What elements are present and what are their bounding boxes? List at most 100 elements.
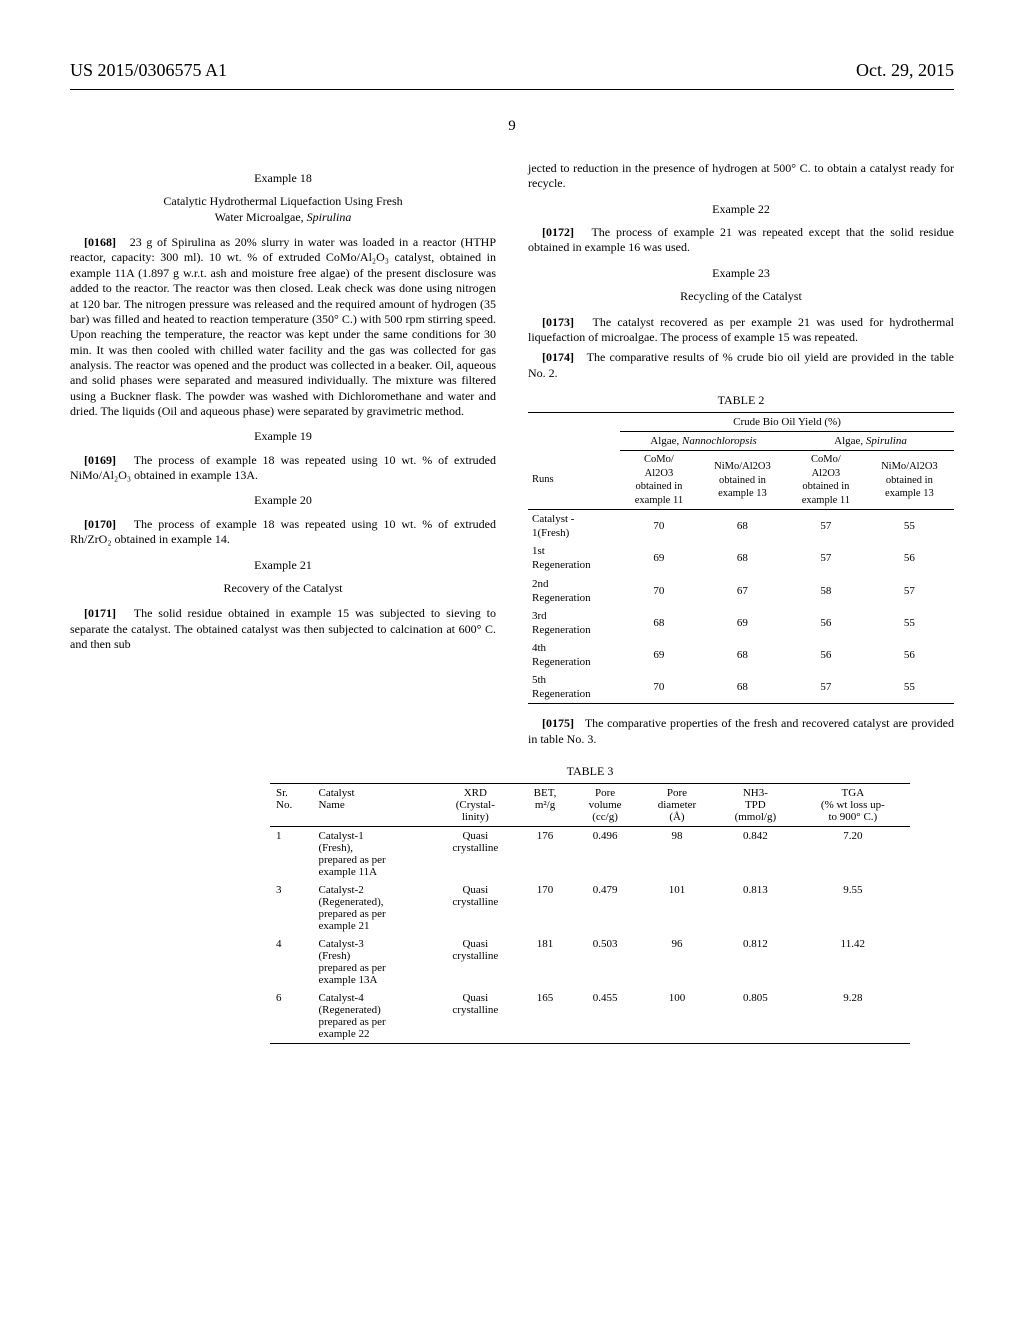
table-cell: 69	[620, 542, 698, 574]
para-0174: [0174] The comparative results of % crud…	[528, 350, 954, 381]
example-23-title: Example 23	[528, 266, 954, 281]
table-cell: 101	[639, 881, 715, 935]
table-cell: 58	[787, 575, 865, 607]
table-3-header: CatalystName	[312, 783, 431, 826]
table-cell: Quasicrystalline	[432, 826, 519, 881]
table-cell: 68	[698, 542, 787, 574]
table-cell: 69	[698, 607, 787, 639]
table-cell: 0.455	[571, 989, 639, 1044]
table-cell: 70	[620, 510, 698, 543]
table-3-header: BET,m²/g	[519, 783, 571, 826]
table-cell: 57	[787, 542, 865, 574]
table-cell: 67	[698, 575, 787, 607]
table-cell: 68	[698, 671, 787, 704]
para-0169: [0169] The process of example 18 was rep…	[70, 453, 496, 484]
example-21-subtitle: Recovery of the Catalyst	[70, 581, 496, 596]
table-cell: 56	[787, 607, 865, 639]
table-cell: 56	[787, 639, 865, 671]
table-cell: 70	[620, 575, 698, 607]
table-cell: 55	[865, 510, 954, 543]
table-cell: 100	[639, 989, 715, 1044]
table-2: Crude Bio Oil Yield (%) Algae, Nannochlo…	[528, 412, 954, 704]
table-cell: 68	[698, 639, 787, 671]
table-cell: 9.28	[796, 989, 910, 1044]
pub-number: US 2015/0306575 A1	[70, 60, 227, 81]
table-row-label: 3rdRegeneration	[528, 607, 620, 639]
para-0172: [0172] The process of example 21 was rep…	[528, 225, 954, 256]
table-row-label: Catalyst -1(Fresh)	[528, 510, 620, 543]
table-2-subheader: CoMo/Al2O3obtained inexample 11	[620, 451, 698, 510]
left-column: Example 18 Catalytic Hydrothermal Liquef…	[70, 161, 496, 752]
table-3: Sr.No.CatalystNameXRD(Crystal-linity)BET…	[270, 783, 910, 1044]
table-cell: 56	[865, 639, 954, 671]
example-19-title: Example 19	[70, 429, 496, 444]
table-3-header: Porevolume(cc/g)	[571, 783, 639, 826]
table-cell: 0.805	[715, 989, 796, 1044]
table-cell: 57	[787, 671, 865, 704]
table-cell: 69	[620, 639, 698, 671]
table-2-group-2: Algae, Spirulina	[787, 432, 954, 451]
example-22-title: Example 22	[528, 202, 954, 217]
table-3-header: XRD(Crystal-linity)	[432, 783, 519, 826]
table-3-header: NH3-TPD(mmol/g)	[715, 783, 796, 826]
table-2-caption: TABLE 2	[528, 393, 954, 408]
table-cell: 7.20	[796, 826, 910, 881]
table-cell: 0.496	[571, 826, 639, 881]
table-cell: Quasicrystalline	[432, 881, 519, 935]
table-row-label: 2ndRegeneration	[528, 575, 620, 607]
table-cell: 68	[698, 510, 787, 543]
table-cell: 176	[519, 826, 571, 881]
table-row-label: 4thRegeneration	[528, 639, 620, 671]
table-cell: 6	[270, 989, 312, 1044]
table-cell: Catalyst-3(Fresh)prepared as perexample …	[312, 935, 431, 989]
table-3-caption: TABLE 3	[270, 764, 910, 779]
table-cell: 0.813	[715, 881, 796, 935]
table-cell: 0.479	[571, 881, 639, 935]
table-cell: 165	[519, 989, 571, 1044]
table-2-subheader: NiMo/Al2O3obtained inexample 13	[698, 451, 787, 510]
table-cell: 170	[519, 881, 571, 935]
table-cell: 181	[519, 935, 571, 989]
example-18-subtitle: Catalytic Hydrothermal Liquefaction Usin…	[70, 194, 496, 225]
para-0168: [0168] 23 g of Spirulina as 20% slurry i…	[70, 235, 496, 419]
table-3-header: TGA(% wt loss up-to 900° C.)	[796, 783, 910, 826]
table-cell: 0.812	[715, 935, 796, 989]
table-cell: 57	[787, 510, 865, 543]
table-3-header: Porediameter(Å)	[639, 783, 715, 826]
table-2-subheader: CoMo/Al2O3obtained inexample 11	[787, 451, 865, 510]
table-cell: 68	[620, 607, 698, 639]
table-cell: 57	[865, 575, 954, 607]
table-cell: 4	[270, 935, 312, 989]
table-2-group-1: Algae, Nannochloropsis	[620, 432, 787, 451]
example-21-title: Example 21	[70, 558, 496, 573]
para-0171: [0171] The solid residue obtained in exa…	[70, 606, 496, 652]
table-cell: 11.42	[796, 935, 910, 989]
para-0171-cont: jected to reduction in the presence of h…	[528, 161, 954, 192]
table-cell: Catalyst-1(Fresh),prepared as perexample…	[312, 826, 431, 881]
table-cell: 55	[865, 607, 954, 639]
right-column: jected to reduction in the presence of h…	[528, 161, 954, 752]
table-cell: 3	[270, 881, 312, 935]
table-cell: 70	[620, 671, 698, 704]
example-18-title: Example 18	[70, 171, 496, 186]
table-cell: 56	[865, 542, 954, 574]
table-cell: Quasicrystalline	[432, 989, 519, 1044]
table-cell: 55	[865, 671, 954, 704]
table-2-subheader: NiMo/Al2O3obtained inexample 13	[865, 451, 954, 510]
example-20-title: Example 20	[70, 493, 496, 508]
para-0173: [0173] The catalyst recovered as per exa…	[528, 315, 954, 346]
table-cell: Quasicrystalline	[432, 935, 519, 989]
table-cell: 0.842	[715, 826, 796, 881]
table-cell: 9.55	[796, 881, 910, 935]
para-0175: [0175] The comparative properties of the…	[528, 716, 954, 747]
pub-date: Oct. 29, 2015	[856, 60, 954, 81]
table-3-header: Sr.No.	[270, 783, 312, 826]
header-rule	[70, 89, 954, 90]
table-cell: 96	[639, 935, 715, 989]
page-number: 9	[70, 118, 954, 135]
table-cell: 1	[270, 826, 312, 881]
table-cell: 0.503	[571, 935, 639, 989]
example-23-subtitle: Recycling of the Catalyst	[528, 289, 954, 304]
table-row-label: 1stRegeneration	[528, 542, 620, 574]
table-row-label: 5thRegeneration	[528, 671, 620, 704]
